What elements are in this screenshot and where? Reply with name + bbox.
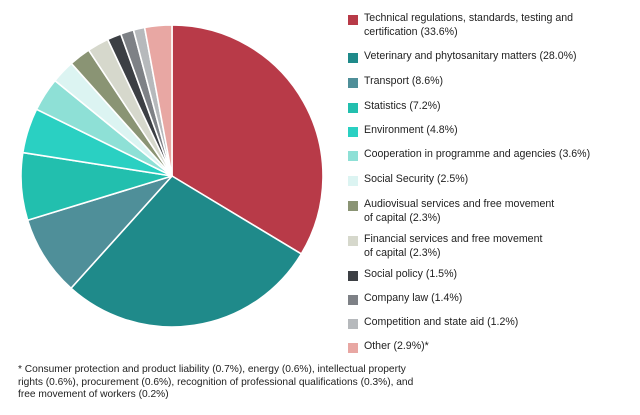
legend-label: Environment (4.8%) — [364, 124, 636, 138]
pie-slice-12 — [143, 24, 173, 177]
legend-swatch — [348, 271, 358, 281]
legend-swatch — [348, 319, 358, 329]
legend-label: Social Security (2.5%) — [364, 173, 636, 187]
legend-swatch — [348, 127, 358, 137]
legend-label-line: of capital (2.3%) — [364, 211, 441, 224]
legend-label: Statistics (7.2%) — [364, 100, 636, 114]
footnote-line: free movement of workers (0.2%) — [18, 389, 169, 401]
legend-swatch — [348, 15, 358, 25]
legend-label-line: Financial services and free movement — [364, 233, 543, 245]
footnote-line: * Consumer protection and product liabil… — [18, 364, 406, 375]
legend-label: Technical regulations, standards, testin… — [364, 12, 636, 39]
legend-label-line: Technical regulations, standards, testin… — [364, 12, 574, 24]
legend-label-line: Statistics (7.2%) — [364, 100, 441, 112]
legend-label-line: certification (33.6%) — [364, 25, 458, 38]
legend-label-line: Competition and state aid (1.2%) — [364, 316, 519, 328]
footnote: * Consumer protection and product liabil… — [18, 364, 478, 402]
legend-swatch — [348, 103, 358, 113]
legend-label-line: Cooperation in programme and agencies (3… — [364, 148, 591, 160]
legend-label: Competition and state aid (1.2%) — [364, 316, 636, 330]
legend-label-line: Veterinary and phytosanitary matters (28… — [364, 50, 577, 62]
legend-label-line: of capital (2.3%) — [364, 246, 441, 259]
legend-label: Audiovisual services and free movement of… — [364, 198, 636, 225]
pie-slice-1 — [70, 175, 303, 328]
legend-label: Transport (8.6%) — [364, 75, 636, 89]
pie-chart — [20, 24, 324, 328]
legend-swatch — [348, 151, 358, 161]
pie-slices — [20, 24, 324, 328]
legend-swatch — [348, 176, 358, 186]
legend-label: Other (2.9%)* — [364, 340, 636, 354]
legend-swatch — [348, 78, 358, 88]
legend-label-line: Other (2.9%)* — [364, 340, 429, 352]
pie-slice-0 — [171, 24, 324, 255]
legend-swatch — [348, 236, 358, 246]
legend-swatch — [348, 343, 358, 353]
legend-label: Financial services and free movement of c… — [364, 233, 636, 260]
legend-swatch — [348, 295, 358, 305]
legend-label: Social policy (1.5%) — [364, 268, 636, 282]
legend-label-line: Company law (1.4%) — [364, 292, 463, 304]
legend-label: Cooperation in programme and agencies (3… — [364, 148, 636, 162]
legend-swatch — [348, 201, 358, 211]
legend-label-line: Environment (4.8%) — [364, 124, 458, 136]
legend-label-line: Audiovisual services and free movement — [364, 198, 555, 210]
legend-label-line: Social policy (1.5%) — [364, 268, 458, 280]
legend-label-line: Transport (8.6%) — [364, 75, 444, 87]
legend-label-line: Social Security (2.5%) — [364, 173, 469, 185]
legend-swatch — [348, 53, 358, 63]
legend-label: Company law (1.4%) — [364, 292, 636, 306]
footnote-line: rights (0.6%), procurement (0.6%), recog… — [18, 376, 414, 388]
legend-label: Veterinary and phytosanitary matters (28… — [364, 50, 636, 64]
